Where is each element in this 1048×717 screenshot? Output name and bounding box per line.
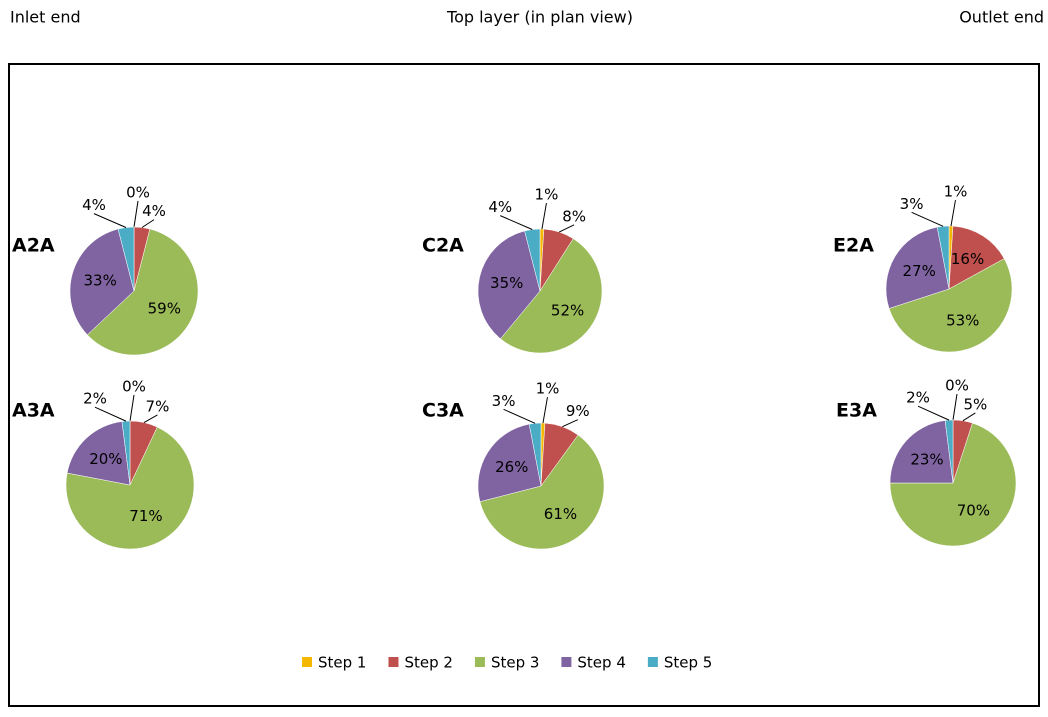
data-label: 1% bbox=[944, 183, 968, 201]
data-label: 61% bbox=[544, 505, 577, 523]
data-label: 4% bbox=[488, 198, 512, 216]
legend-swatch bbox=[474, 657, 485, 667]
chart-title: C3A bbox=[422, 400, 464, 422]
data-label: 27% bbox=[903, 262, 936, 280]
leader-line bbox=[141, 219, 155, 228]
data-label: 7% bbox=[146, 397, 170, 415]
leader-line bbox=[950, 199, 956, 227]
header-left: Inlet end bbox=[10, 8, 81, 27]
pie-slice bbox=[885, 226, 950, 309]
leader-line bbox=[133, 200, 139, 228]
chart-title: E2A bbox=[833, 235, 874, 257]
leader-line bbox=[542, 396, 548, 424]
leader-line bbox=[93, 213, 127, 228]
data-label: 8% bbox=[562, 207, 586, 225]
data-label: 33% bbox=[84, 272, 117, 290]
data-label: 3% bbox=[492, 392, 516, 410]
data-label: 2% bbox=[906, 389, 930, 407]
legend-label: Step 1 bbox=[318, 654, 366, 672]
leader-line bbox=[541, 202, 547, 230]
legend-swatch bbox=[647, 657, 658, 667]
pie-slice bbox=[889, 420, 954, 484]
leader-line bbox=[911, 211, 944, 227]
data-label: 20% bbox=[89, 450, 122, 468]
data-label: 70% bbox=[957, 502, 990, 520]
chart-title: E3A bbox=[836, 400, 877, 422]
pie-slice bbox=[121, 420, 131, 486]
leader-line bbox=[562, 419, 578, 428]
pie-slice bbox=[500, 238, 603, 354]
legend-label: Step 5 bbox=[664, 654, 712, 672]
legend-swatch bbox=[388, 657, 399, 667]
chart-title: A3A bbox=[12, 400, 55, 422]
pie-slice bbox=[479, 434, 605, 550]
data-label: 53% bbox=[946, 311, 979, 329]
chart-title: C2A bbox=[422, 235, 464, 257]
pie-slice bbox=[944, 419, 954, 484]
leader-line bbox=[503, 408, 536, 424]
legend-label: Step 4 bbox=[577, 654, 625, 672]
legend-swatch bbox=[302, 657, 312, 667]
pie-slice bbox=[888, 258, 1013, 353]
leader-line bbox=[94, 406, 127, 422]
legend-label: Step 2 bbox=[404, 654, 452, 672]
data-label: 9% bbox=[566, 402, 590, 420]
chart-frame bbox=[8, 63, 1040, 707]
data-label: 71% bbox=[129, 507, 162, 525]
pie-slice bbox=[69, 228, 135, 336]
data-label: 1% bbox=[535, 186, 559, 204]
data-label: 4% bbox=[142, 202, 166, 220]
pie-slice bbox=[117, 226, 135, 292]
pie-slice bbox=[528, 422, 542, 487]
leader-line bbox=[952, 393, 958, 421]
data-label: 26% bbox=[495, 458, 528, 476]
pie-slice bbox=[477, 230, 541, 340]
chart-title: A2A bbox=[12, 235, 55, 257]
data-label: 5% bbox=[963, 395, 987, 413]
data-label: 0% bbox=[122, 378, 146, 396]
leader-line bbox=[962, 412, 976, 422]
pie-slice bbox=[477, 423, 542, 502]
leader-line bbox=[558, 224, 575, 233]
data-label: 16% bbox=[951, 250, 984, 268]
pie-slice bbox=[65, 426, 195, 550]
leader-line bbox=[917, 405, 950, 421]
data-label: 59% bbox=[148, 299, 181, 317]
data-label: 1% bbox=[536, 380, 560, 398]
data-label: 0% bbox=[945, 377, 969, 395]
data-label: 2% bbox=[83, 390, 107, 408]
data-label: 52% bbox=[551, 302, 584, 320]
data-label: 4% bbox=[82, 196, 106, 214]
data-label: 35% bbox=[490, 274, 523, 292]
data-label: 0% bbox=[126, 184, 150, 202]
data-label: 23% bbox=[910, 451, 943, 469]
leader-line bbox=[143, 414, 158, 423]
leader-line bbox=[129, 394, 135, 422]
legend-label: Step 3 bbox=[491, 654, 539, 672]
header-right: Outlet end bbox=[959, 8, 1044, 27]
pie-slice bbox=[936, 225, 950, 290]
legend-swatch bbox=[561, 657, 572, 667]
data-label: 3% bbox=[900, 195, 924, 213]
pie-slice bbox=[889, 422, 1017, 547]
header-center: Top layer (in plan view) bbox=[446, 8, 633, 27]
pie-slice bbox=[948, 225, 1005, 290]
pie-slice bbox=[66, 421, 131, 486]
pie-slice bbox=[86, 228, 199, 356]
leader-line bbox=[500, 215, 533, 230]
